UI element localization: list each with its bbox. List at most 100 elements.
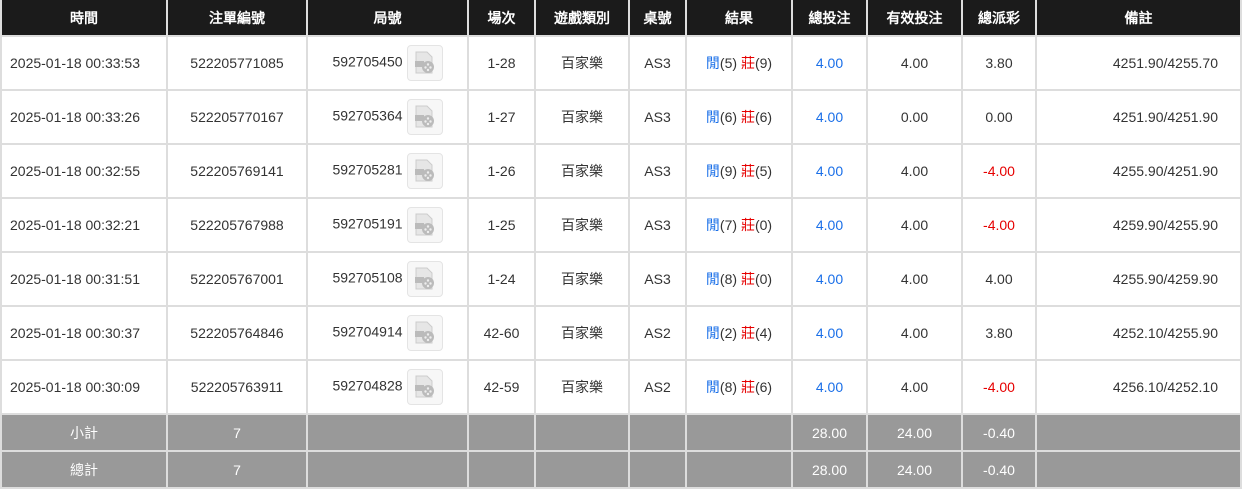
balance-note: 4256.10/4252.10 — [1035, 359, 1242, 415]
bet-time: 2025-01-18 00:32:55 — [0, 143, 168, 199]
bet-id: 522205767001 — [166, 251, 308, 307]
column-header: 備註 — [1035, 0, 1242, 37]
banker-points: (5) — [754, 163, 773, 179]
banker-points: (4) — [754, 325, 773, 341]
round-number: 592705281 — [332, 161, 403, 178]
round-id: 592704828 — [306, 359, 469, 415]
video-replay-icon[interactable] — [406, 45, 443, 81]
column-header: 有效投注 — [866, 0, 963, 37]
balance-note: 4251.90/4251.90 — [1035, 89, 1242, 145]
result: 閒(8) 莊(6) — [685, 359, 793, 415]
table-id: AS2 — [628, 305, 687, 361]
table-row: 2025-01-18 00:32:55 522205769141 5927052… — [0, 143, 1242, 199]
round-number: 592704828 — [332, 377, 403, 394]
banker-label: 莊 — [740, 271, 755, 287]
bet-id: 522205767988 — [166, 197, 308, 253]
grandtotal-valid: 24.00 — [866, 450, 963, 489]
player-points: (2) — [719, 325, 738, 341]
result: 閒(8) 莊(0) — [685, 251, 793, 307]
player-label: 閒 — [705, 55, 720, 71]
round-number: 592705108 — [332, 269, 403, 286]
total-bet: 4.00 — [791, 251, 868, 307]
video-replay-icon[interactable] — [406, 261, 443, 297]
payout: -4.00 — [961, 359, 1037, 415]
subtotal-total: 28.00 — [791, 413, 868, 452]
total-bet: 4.00 — [791, 359, 868, 415]
player-points: (6) — [719, 109, 738, 125]
valid-bet: 4.00 — [866, 251, 963, 307]
bet-id: 522205764846 — [166, 305, 308, 361]
banker-points: (0) — [754, 271, 773, 287]
player-label: 閒 — [705, 271, 720, 287]
video-replay-icon[interactable] — [406, 207, 443, 243]
round-number: 592704914 — [332, 323, 403, 340]
subtotal-count: 7 — [166, 413, 308, 452]
game-type: 百家樂 — [534, 305, 630, 361]
game-type: 百家樂 — [534, 89, 630, 145]
result: 閒(2) 莊(4) — [685, 305, 793, 361]
player-label: 閒 — [705, 217, 720, 233]
video-replay-icon[interactable] — [406, 99, 443, 135]
round-id: 592705450 — [306, 35, 469, 91]
subtotal-row: 小計 7 28.00 24.00 -0.40 — [0, 413, 1242, 452]
column-header: 桌號 — [628, 0, 687, 37]
column-header: 時間 — [0, 0, 168, 37]
column-header: 局號 — [306, 0, 469, 37]
game-type: 百家樂 — [534, 35, 630, 91]
column-header: 場次 — [467, 0, 536, 37]
banker-label: 莊 — [740, 379, 755, 395]
table-row: 2025-01-18 00:30:09 522205763911 5927048… — [0, 359, 1242, 415]
valid-bet: 4.00 — [866, 305, 963, 361]
video-replay-icon[interactable] — [406, 153, 443, 189]
shoe: 1-27 — [467, 89, 536, 145]
grandtotal-payout: -0.40 — [961, 450, 1037, 489]
bet-time: 2025-01-18 00:30:37 — [0, 305, 168, 361]
round-id: 592705364 — [306, 89, 469, 145]
bet-id: 522205769141 — [166, 143, 308, 199]
subtotal-valid: 24.00 — [866, 413, 963, 452]
valid-bet: 4.00 — [866, 35, 963, 91]
total-bet: 4.00 — [791, 197, 868, 253]
grandtotal-label: 總計 — [0, 450, 168, 489]
result: 閒(9) 莊(5) — [685, 143, 793, 199]
payout: 4.00 — [961, 251, 1037, 307]
payout: -4.00 — [961, 197, 1037, 253]
valid-bet: 0.00 — [866, 89, 963, 145]
round-id: 592705108 — [306, 251, 469, 307]
valid-bet: 4.00 — [866, 197, 963, 253]
banker-label: 莊 — [740, 55, 755, 71]
player-label: 閒 — [705, 325, 720, 341]
grandtotal-count: 7 — [166, 450, 308, 489]
bet-id: 522205771085 — [166, 35, 308, 91]
result: 閒(7) 莊(0) — [685, 197, 793, 253]
table-row: 2025-01-18 00:31:51 522205767001 5927051… — [0, 251, 1242, 307]
banker-points: (9) — [754, 55, 773, 71]
total-bet: 4.00 — [791, 89, 868, 145]
balance-note: 4255.90/4251.90 — [1035, 143, 1242, 199]
video-replay-icon[interactable] — [406, 369, 443, 405]
bet-time: 2025-01-18 00:31:51 — [0, 251, 168, 307]
bet-id: 522205770167 — [166, 89, 308, 145]
total-bet: 4.00 — [791, 143, 868, 199]
player-label: 閒 — [705, 163, 720, 179]
valid-bet: 4.00 — [866, 359, 963, 415]
shoe: 1-24 — [467, 251, 536, 307]
banker-label: 莊 — [740, 163, 755, 179]
table-row: 2025-01-18 00:30:37 522205764846 5927049… — [0, 305, 1242, 361]
shoe: 1-25 — [467, 197, 536, 253]
player-points: (9) — [719, 163, 738, 179]
player-points: (8) — [719, 271, 738, 287]
banker-points: (0) — [754, 217, 773, 233]
table-id: AS2 — [628, 359, 687, 415]
table-row: 2025-01-18 00:33:53 522205771085 5927054… — [0, 35, 1242, 91]
table-row: 2025-01-18 00:32:21 522205767988 5927051… — [0, 197, 1242, 253]
shoe: 42-59 — [467, 359, 536, 415]
video-replay-icon[interactable] — [406, 315, 443, 351]
column-header: 遊戲類別 — [534, 0, 630, 37]
table-id: AS3 — [628, 89, 687, 145]
banker-points: (6) — [754, 379, 773, 395]
payout: 0.00 — [961, 89, 1037, 145]
bet-time: 2025-01-18 00:32:21 — [0, 197, 168, 253]
shoe: 1-26 — [467, 143, 536, 199]
bet-id: 522205763911 — [166, 359, 308, 415]
